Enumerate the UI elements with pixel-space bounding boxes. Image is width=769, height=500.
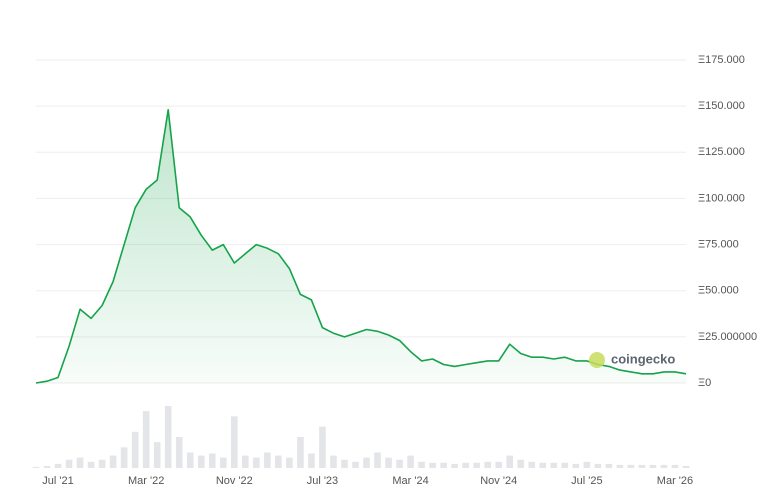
volume-bar xyxy=(583,461,591,468)
volume-bar xyxy=(286,457,293,468)
volume-bar xyxy=(451,463,458,468)
volume-bar xyxy=(572,463,580,468)
volume-bar xyxy=(319,426,326,468)
volume-bar xyxy=(65,459,73,468)
watermark-logo xyxy=(589,352,605,368)
volume-bar xyxy=(396,459,403,468)
volume-bar xyxy=(616,464,624,468)
volume-bar xyxy=(142,411,150,468)
volume-bar xyxy=(627,464,635,468)
x-tick-label: Mar '24 xyxy=(392,475,428,487)
volume-bar xyxy=(385,457,392,468)
volume-bar xyxy=(462,462,469,468)
volume-bar xyxy=(120,447,128,468)
volume-bar xyxy=(682,465,690,468)
x-tick-label: Jul '25 xyxy=(571,475,602,487)
volume-bar xyxy=(308,453,315,468)
x-tick-label: Jul '21 xyxy=(42,475,73,487)
volume-bar xyxy=(506,455,514,468)
volume-bar xyxy=(539,462,547,468)
volume-bar xyxy=(649,464,657,468)
volume-bar xyxy=(54,463,62,468)
volume-bar xyxy=(131,431,139,468)
volume-bar xyxy=(638,464,646,468)
volume-bar xyxy=(429,462,436,468)
volume-bar xyxy=(363,457,370,468)
volume-bar xyxy=(484,461,491,468)
volume-bar xyxy=(164,406,172,468)
volume-bar xyxy=(264,452,271,468)
volume-bar xyxy=(341,459,348,468)
volume-bar xyxy=(297,437,304,468)
volume-bar xyxy=(528,461,536,468)
volume-bar xyxy=(242,455,249,468)
area xyxy=(36,109,686,384)
volume-bar xyxy=(76,457,84,468)
watermark: coingecko xyxy=(611,351,675,366)
volume-bar xyxy=(186,452,194,468)
volume-bar xyxy=(175,437,183,468)
volume-bar xyxy=(253,457,260,468)
volume-bar xyxy=(98,459,106,468)
volume-bar xyxy=(550,462,558,468)
volume-bar xyxy=(594,463,602,468)
volume-bar xyxy=(352,461,359,468)
volume-bar xyxy=(605,463,613,468)
x-tick-label: Mar '26 xyxy=(657,475,693,487)
volume-bar xyxy=(197,455,205,468)
volume-bar xyxy=(43,465,51,468)
y-tick-label: Ξ125.000 xyxy=(698,146,745,158)
volume-bar xyxy=(517,459,525,468)
volume-bar xyxy=(32,466,40,468)
volume-bar xyxy=(495,461,503,468)
volume-bar xyxy=(275,455,282,468)
volume-bar xyxy=(330,455,337,468)
x-tick-label: Jul '23 xyxy=(307,475,338,487)
volume-bar xyxy=(219,457,227,468)
volume-bar xyxy=(208,453,216,468)
volume-bar xyxy=(660,464,668,468)
y-tick-label: Ξ100.000 xyxy=(698,192,745,204)
volume-bar xyxy=(153,442,161,468)
volume-bar xyxy=(671,464,679,468)
volume-bar xyxy=(418,461,425,468)
y-tick-label: Ξ150.000 xyxy=(698,100,745,112)
volume-bar xyxy=(407,455,414,468)
volume-bar xyxy=(473,462,480,468)
y-tick-label: Ξ175.000 xyxy=(698,54,745,66)
y-tick-label: Ξ25.000000 xyxy=(698,331,757,343)
volume-bar xyxy=(109,455,117,468)
y-tick-label: Ξ50.000 xyxy=(698,285,739,297)
volume-bar xyxy=(374,452,381,468)
volume-bar xyxy=(561,462,569,468)
volume-bar xyxy=(231,416,238,468)
y-tick-label: Ξ75.000 xyxy=(698,238,739,250)
y-tick-label: Ξ0 xyxy=(698,377,711,389)
volume-bar xyxy=(440,462,447,468)
x-tick-label: Nov '24 xyxy=(480,475,517,487)
volume-bar xyxy=(87,461,95,468)
x-tick-label: Mar '22 xyxy=(128,475,164,487)
line xyxy=(35,109,687,384)
x-tick-label: Nov '22 xyxy=(216,475,253,487)
